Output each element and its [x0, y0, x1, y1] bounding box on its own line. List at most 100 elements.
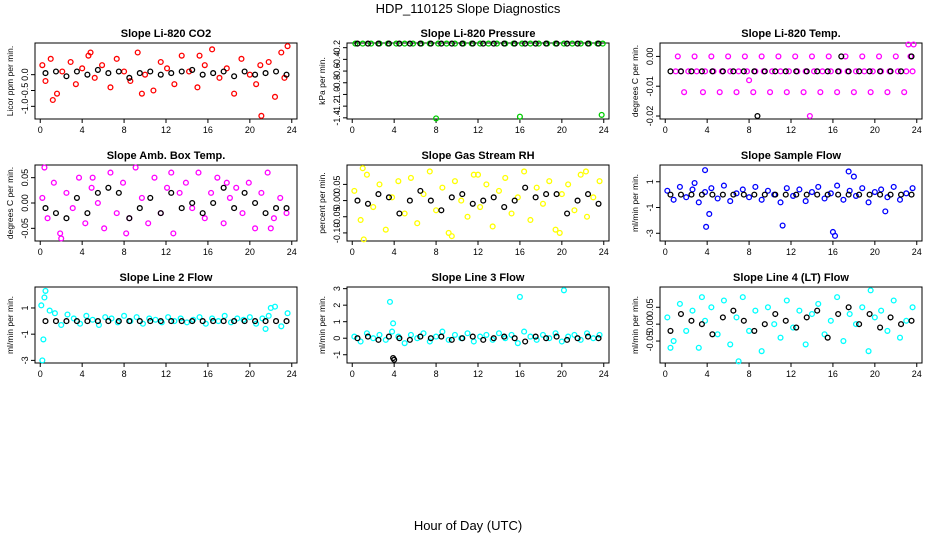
- panel-4-point-hourly: [199, 210, 206, 217]
- panel-2-point-all: [368, 40, 375, 47]
- panel-6-xtick-label: 0: [663, 247, 668, 257]
- panel-9-point-all: [815, 300, 822, 307]
- panel-8-point-all: [583, 330, 591, 337]
- panel-1-point-all: [49, 96, 56, 104]
- panel-7-point-all: [39, 357, 46, 364]
- panel-3-point-all: [892, 53, 899, 60]
- panel-9-point-all: [746, 327, 753, 334]
- panel-7-point-all: [46, 307, 53, 314]
- panel-1-point-hourly: [283, 71, 290, 78]
- panel-7-xtick-label: 24: [287, 369, 297, 379]
- panel-6-point-hourly: [698, 191, 705, 198]
- panel-9-point-all: [727, 341, 734, 348]
- panel-4-point-hourly: [147, 194, 154, 201]
- panel-1-xtick-label: 8: [122, 125, 127, 135]
- panel-7-point-all: [64, 311, 71, 318]
- panel-3-xtick-label: 12: [786, 125, 796, 135]
- panel-9-point-all: [802, 341, 809, 348]
- panel-4-point-hourly: [115, 189, 122, 196]
- panel-3-point-all: [693, 68, 700, 75]
- panel-3-point-all: [859, 53, 866, 60]
- panel-5-point-all: [477, 203, 484, 211]
- panel-8-point-all: [376, 331, 383, 338]
- panel-3-point-all: [884, 89, 891, 96]
- panel-3-point-hourly: [897, 68, 905, 75]
- panel-4-point-hourly: [84, 210, 91, 217]
- panel-3-point-all: [792, 53, 799, 60]
- panel-7-point-all: [278, 323, 285, 330]
- panel-4-point-hourly: [105, 184, 112, 191]
- panel-9-point-hourly: [751, 327, 758, 334]
- panel-5-point-all: [395, 178, 402, 185]
- panel-4-point-all: [101, 225, 108, 232]
- panel-5-xtick-label: 4: [392, 247, 397, 257]
- panel-1-point-hourly: [241, 68, 248, 75]
- panel-8-point-hourly: [553, 333, 560, 340]
- panel-5-point-all: [426, 168, 433, 175]
- panel-8-point-all: [357, 338, 364, 345]
- panel-7-point-hourly: [199, 318, 206, 325]
- panel-7-point-all: [152, 316, 159, 323]
- panel-8-point-hourly: [406, 336, 413, 343]
- panel-8-point-all: [590, 335, 597, 342]
- panel-9-ytick-label: 0.05: [645, 299, 655, 317]
- panel-5-point-all: [458, 197, 465, 204]
- panel-6-xtick-label: 4: [705, 247, 710, 257]
- panel-6-point-all: [691, 179, 698, 187]
- panel-6-xtick-label: 12: [786, 247, 796, 257]
- panel-1-point-all: [127, 77, 134, 85]
- panel-2-point-hourly: [553, 40, 560, 47]
- panel-7-point-all: [221, 312, 228, 319]
- panel-9-point-all: [808, 310, 816, 318]
- panel-8-point-all: [426, 338, 433, 345]
- panel-6-point-all: [683, 194, 690, 201]
- panel-9-point-hourly: [877, 324, 884, 331]
- panel-9-point-hourly: [688, 317, 695, 324]
- panel-3-point-all: [699, 89, 707, 96]
- panel-9-point-hourly: [908, 317, 915, 324]
- panel-9-point-all: [752, 307, 759, 314]
- panel-3-point-all: [894, 68, 901, 75]
- panel-5-point-hourly: [364, 200, 372, 207]
- panel-4-point-hourly: [220, 184, 227, 191]
- panel-4-point-all: [252, 225, 259, 232]
- panel-1-point-all: [278, 49, 285, 56]
- panel-3-point-all: [808, 53, 816, 60]
- panel-3-point-hourly: [877, 68, 884, 75]
- panel-6-point-all: [695, 199, 702, 206]
- panel-8-point-hourly: [469, 333, 476, 340]
- panel-1-point-hourly: [63, 73, 70, 80]
- panel-6-point-hourly: [845, 191, 852, 198]
- panel-2-point-hourly: [564, 40, 571, 47]
- panel-2-point-hourly: [480, 40, 487, 47]
- panel-2-point-hourly: [375, 40, 382, 47]
- panel-1-point-all: [79, 65, 86, 72]
- panel-9-point-all: [884, 327, 891, 334]
- panel-1-point-hourly: [84, 71, 91, 78]
- panel-4-point-all: [176, 189, 183, 196]
- panel-4-point-all: [226, 194, 233, 201]
- panel-1-point-all: [201, 62, 208, 69]
- panel-6-point-hourly: [856, 191, 863, 198]
- panel-5: Slope Gas Stream RH0 4 8 12 16 20 240.050.00-0…: [317, 150, 610, 257]
- panel-2-point-hourly: [532, 40, 539, 47]
- panel-3-point-all: [758, 53, 765, 60]
- panel-8-point-hourly: [584, 333, 592, 340]
- panel-6-xtick-label: 8: [747, 247, 752, 257]
- panel-2-point-all: [451, 40, 458, 47]
- panel-7-point-all: [227, 319, 235, 326]
- panel-1-point-hourly: [220, 68, 227, 75]
- panel-8-point-hourly: [543, 335, 550, 342]
- panel-7-point-all: [83, 312, 90, 319]
- panel-3-xtick-label: 8: [747, 125, 752, 135]
- panel-4-point-all: [63, 189, 70, 196]
- panel-6-point-hourly: [908, 191, 915, 198]
- panel-8-ytick-label: 0: [332, 336, 342, 341]
- panel-5-point-all: [483, 181, 490, 188]
- panel-2-point-hourly: [448, 40, 455, 47]
- panel-5-xtick-label: 16: [515, 247, 525, 257]
- panel-9-xtick-label: 4: [705, 369, 710, 379]
- panel-3-point-all: [785, 68, 792, 75]
- panel-7-point-hourly: [52, 318, 60, 325]
